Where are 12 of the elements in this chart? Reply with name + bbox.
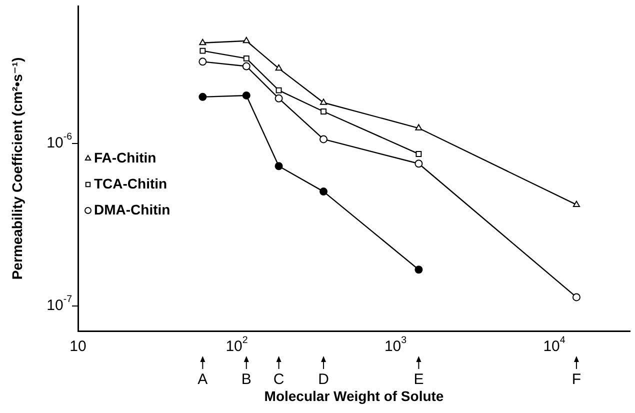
x-axis-title: Molecular Weight of Solute bbox=[264, 388, 444, 404]
annotation: C bbox=[273, 371, 284, 388]
y-axis-title: Permeability Coefficient (cm²•s⁻¹) bbox=[8, 57, 25, 280]
legend-label: DMA-Chitin bbox=[94, 201, 170, 218]
annotation: F bbox=[572, 371, 582, 388]
x-tick-label: 10 bbox=[70, 338, 86, 356]
annotation: E bbox=[414, 371, 424, 388]
legend-label: FA-Chitin bbox=[94, 149, 156, 166]
legend-label: TCA-Chitin bbox=[94, 175, 168, 192]
annotation: A bbox=[198, 371, 208, 388]
annotation: B bbox=[241, 371, 252, 388]
annotation: D bbox=[318, 371, 330, 388]
